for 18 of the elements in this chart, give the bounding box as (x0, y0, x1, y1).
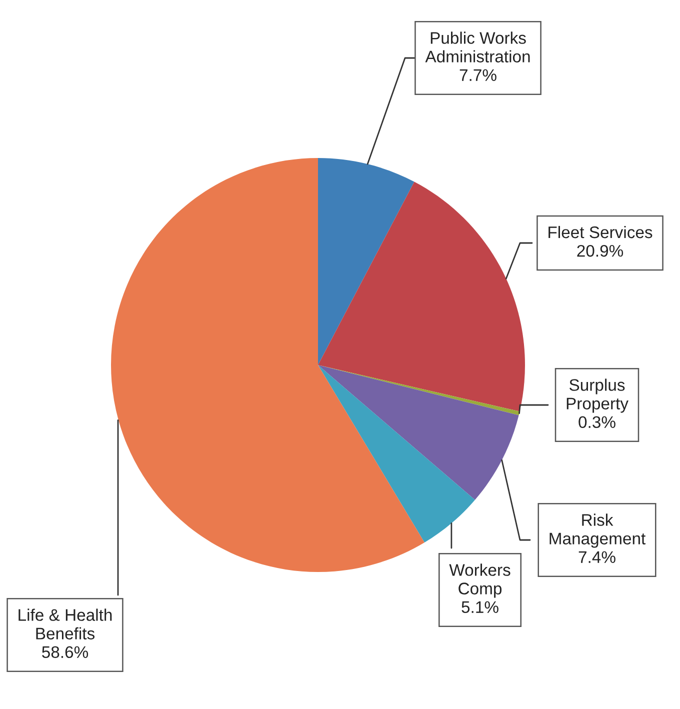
slice-label: Life & Health Benefits (18, 608, 112, 640)
pie-slice (318, 365, 520, 416)
pie-slice (111, 158, 424, 572)
pie-slice (318, 158, 414, 365)
data-label: 58.6% (42, 646, 88, 658)
slice-label: Fleet Services (548, 226, 652, 238)
data-label: 0.3% (578, 416, 616, 428)
pie-slice (318, 365, 475, 543)
pie-slice (318, 182, 525, 412)
slice-label: Workers Comp (449, 564, 510, 598)
pie-slice (318, 365, 519, 500)
data-label: 20.9% (577, 244, 624, 257)
data-label: 5.1% (462, 601, 498, 614)
data-label: 7.4% (578, 551, 616, 563)
data-label: 7.7% (460, 69, 496, 81)
slice-label: Public Works Administration (425, 32, 530, 62)
slice-label: Risk Management (550, 514, 646, 548)
slice-label: Surplus Property (566, 378, 628, 413)
